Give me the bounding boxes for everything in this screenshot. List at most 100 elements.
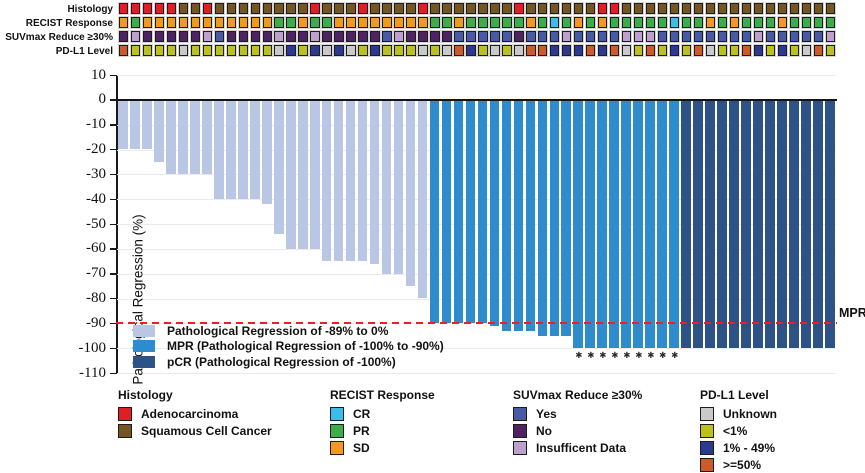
track-square-recist bbox=[717, 17, 728, 28]
legend-item-label: 1% - 49% bbox=[723, 440, 776, 455]
track-square-pdl1 bbox=[598, 45, 608, 56]
track-square-recist bbox=[250, 17, 260, 28]
track-square-suvmax bbox=[717, 31, 728, 42]
waterfall-bar bbox=[765, 99, 775, 349]
track-square-pdl1 bbox=[801, 45, 812, 56]
track-square-suvmax bbox=[657, 31, 668, 42]
waterfall-bar bbox=[513, 99, 524, 331]
track-square-recist bbox=[813, 17, 824, 28]
track-square-recist bbox=[226, 17, 236, 28]
legend-item-swatch bbox=[118, 423, 132, 438]
track-square-pdl1 bbox=[586, 45, 596, 56]
track-square-recist bbox=[550, 17, 560, 28]
track-square-recist bbox=[514, 17, 524, 28]
track-square-suvmax bbox=[550, 31, 560, 42]
legend-item-swatch bbox=[513, 423, 527, 438]
track-square-histology bbox=[250, 3, 260, 14]
legend-item-swatch bbox=[700, 440, 714, 455]
track-row-suvmax bbox=[118, 31, 837, 43]
track-square-recist bbox=[526, 17, 536, 28]
y-tick-mark bbox=[110, 173, 116, 176]
gridline bbox=[117, 248, 836, 250]
legend-item-label: Squamous Cell Cancer bbox=[141, 423, 272, 438]
track-square-pdl1 bbox=[741, 45, 752, 56]
track-square-histology bbox=[669, 3, 680, 14]
track-square-histology bbox=[382, 3, 392, 14]
track-square-suvmax bbox=[765, 31, 776, 42]
legend-group-title: SUVmax Reduce ≥30% bbox=[513, 388, 643, 402]
track-square-histology bbox=[334, 3, 344, 14]
pcr-candidate-asterisk: ✱ bbox=[659, 351, 667, 362]
track-square-suvmax bbox=[394, 31, 404, 42]
track-square-histology bbox=[562, 3, 572, 14]
track-square-suvmax bbox=[478, 31, 488, 42]
track-square-recist bbox=[705, 17, 716, 28]
legend-group-pdl1: PD-L1 Level Unknown <1% 1% - 49% >=50% bbox=[700, 388, 777, 473]
track-square-pdl1 bbox=[825, 45, 836, 56]
gridline bbox=[117, 348, 836, 350]
track-square-pdl1 bbox=[693, 45, 704, 56]
y-axis-title: Pathological Regression (%) bbox=[130, 214, 146, 385]
legend-group-recist: RECIST Response CR PR SD bbox=[330, 388, 435, 456]
track-square-pdl1 bbox=[298, 45, 308, 56]
waterfall-bar bbox=[573, 99, 584, 349]
gridline bbox=[117, 199, 836, 201]
track-square-pdl1 bbox=[753, 45, 764, 56]
gridline bbox=[117, 149, 836, 151]
track-square-pdl1 bbox=[789, 45, 800, 56]
legend-item: Adenocarcinoma bbox=[118, 405, 272, 422]
track-square-pdl1 bbox=[262, 45, 272, 56]
track-square-histology bbox=[645, 3, 656, 14]
pcr-candidate-asterisk: ✱ bbox=[635, 351, 643, 362]
mpr-threshold-line bbox=[116, 322, 837, 325]
track-square-pdl1 bbox=[166, 45, 176, 56]
track-square-suvmax bbox=[370, 31, 380, 42]
track-square-pdl1 bbox=[478, 45, 488, 56]
track-square-recist bbox=[789, 17, 800, 28]
track-square-histology bbox=[178, 3, 188, 14]
legend-item: Squamous Cell Cancer bbox=[118, 422, 272, 439]
track-square-pdl1 bbox=[394, 45, 404, 56]
track-square-pdl1 bbox=[310, 45, 320, 56]
track-square-histology bbox=[825, 3, 836, 14]
track-square-pdl1 bbox=[657, 45, 668, 56]
y-tick-mark bbox=[110, 198, 116, 201]
y-tick-mark bbox=[110, 273, 116, 275]
track-square-histology bbox=[789, 3, 800, 14]
track-row-pdl1 bbox=[118, 45, 837, 57]
gridline bbox=[117, 373, 836, 374]
waterfall-bar bbox=[813, 99, 823, 349]
track-square-recist bbox=[142, 17, 153, 28]
waterfall-bar bbox=[477, 99, 488, 324]
track-square-histology bbox=[310, 3, 320, 14]
track-square-suvmax bbox=[753, 31, 764, 42]
waterfall-bar bbox=[285, 99, 296, 249]
y-tick-mark bbox=[110, 322, 116, 325]
track-square-histology bbox=[633, 3, 644, 14]
track-square-suvmax bbox=[514, 31, 524, 42]
track-square-suvmax bbox=[454, 31, 464, 42]
track-square-suvmax bbox=[166, 31, 176, 42]
waterfall-bar bbox=[441, 99, 452, 324]
waterfall-bar bbox=[142, 99, 152, 150]
track-square-pdl1 bbox=[490, 45, 500, 56]
y-tick-label: -100 bbox=[78, 339, 107, 356]
track-square-suvmax bbox=[262, 31, 272, 42]
track-label-suvmax: SUVmax Reduce ≥30% bbox=[5, 32, 113, 43]
waterfall-bar bbox=[717, 99, 727, 349]
track-square-recist bbox=[610, 17, 620, 28]
mpr-line-label: MPR bbox=[839, 306, 865, 320]
y-tick-label: -30 bbox=[86, 165, 106, 182]
y-tick-label: 10 bbox=[91, 66, 106, 83]
track-square-pdl1 bbox=[633, 45, 644, 56]
gridline bbox=[117, 298, 836, 300]
track-square-recist bbox=[346, 17, 356, 28]
track-square-recist bbox=[334, 17, 344, 28]
y-tick-mark bbox=[110, 124, 116, 126]
track-square-histology bbox=[298, 3, 308, 14]
track-square-pdl1 bbox=[142, 45, 153, 56]
track-square-pdl1 bbox=[118, 45, 129, 56]
waterfall-bar bbox=[249, 99, 260, 200]
track-square-suvmax bbox=[250, 31, 260, 42]
